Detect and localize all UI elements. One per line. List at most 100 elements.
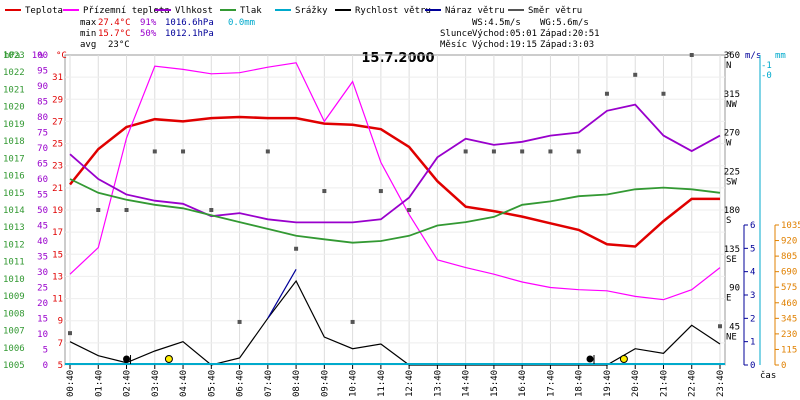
direction-point	[209, 208, 214, 212]
direction-point	[124, 208, 129, 212]
direction-point	[604, 91, 609, 96]
direction-point	[181, 149, 186, 154]
humidity-tick-label: 100	[32, 51, 48, 61]
humidity-tick-label: 0	[43, 361, 48, 371]
info-wind: WS:4.5m/s	[472, 18, 521, 28]
temperature-tick-label: 13	[52, 272, 63, 282]
humidity-tick-label: 45	[37, 222, 48, 232]
radiation-tick-label: 345	[781, 314, 797, 324]
direction-point	[294, 246, 299, 251]
legend-label: Přízemní teplota	[83, 6, 170, 16]
direction-tick-label: 225	[724, 167, 740, 177]
direction-tick-name: S	[726, 216, 731, 226]
rain-tick-label: -1	[761, 61, 772, 71]
legend-label: Tlak	[240, 6, 262, 16]
direction-point	[520, 149, 525, 154]
marker-yellow	[619, 355, 628, 363]
series	[65, 53, 725, 366]
wind-tick-label: 6	[750, 221, 755, 231]
x-tick-label: 10:40	[349, 370, 359, 397]
axes: 00:40 01:40 02:40 03:40 04:40 05:40 06:40 07:40…	[3, 51, 800, 397]
series-line	[69, 115, 720, 248]
pressure-tick-label: 1019	[3, 120, 25, 130]
pressure-tick-label: 1013	[3, 223, 25, 233]
pressure-tick-label: 1007	[3, 327, 25, 337]
stats-max-rain: 0.0mm	[228, 18, 255, 28]
info-moon-label: Měsíc	[440, 40, 467, 50]
humidity-tick-label: 50	[37, 206, 48, 216]
pressure-tick-label: 1008	[3, 309, 25, 319]
temperature-tick-label: 19	[52, 206, 63, 216]
wind-axis-unit: m/s	[745, 51, 761, 61]
temperature-tick-label: 5	[58, 361, 63, 371]
x-tick-label: 15:40	[490, 370, 500, 397]
direction-tick-name: W	[726, 139, 732, 149]
temperature-tick-label: 27	[52, 117, 63, 127]
stats-max-temp: 27.4°C	[98, 18, 131, 28]
series-line	[69, 279, 721, 366]
x-tick-label: 11:40	[377, 370, 387, 397]
humidity-tick-label: 35	[37, 253, 48, 263]
markers	[123, 355, 628, 364]
humidity-tick-label: 15	[37, 315, 48, 325]
legend: Teplota Přízemní teplota Vlhkost Tlak Srážky…	[5, 6, 582, 16]
wind-tick-label: 2	[750, 314, 755, 324]
direction-tick-name: SW	[726, 177, 737, 187]
pressure-tick-label: 1022	[3, 68, 25, 78]
direction-point	[689, 53, 694, 57]
pressure-tick-label: 1006	[3, 344, 25, 354]
wind-tick-label: 1	[750, 338, 755, 348]
radiation-tick-label: 0	[781, 361, 786, 371]
radiation-tick-label: 575	[781, 283, 797, 293]
radiation-tick-label: 115	[781, 345, 797, 355]
direction-point	[378, 189, 383, 194]
x-tick-label: 18:40	[575, 370, 585, 397]
temperature-tick-label: 11	[52, 295, 63, 305]
x-tick-label: 17:40	[546, 370, 556, 397]
stats-max-humidity: 91%	[140, 18, 157, 28]
x-tick-label: 07:40	[264, 370, 274, 397]
x-tick-label: 09:40	[320, 370, 330, 397]
x-tick-label: 22:40	[688, 370, 698, 397]
stats-avg-temp: 23°C	[108, 40, 130, 50]
x-axis-label: čas	[760, 370, 776, 381]
pressure-tick-label: 1018	[3, 137, 25, 147]
x-tick-label: 02:40	[123, 370, 133, 397]
rain-axis-unit: mm	[775, 51, 786, 61]
stats-min-label: min	[80, 29, 96, 39]
info-moonrise: Východ:19:15	[472, 40, 537, 50]
direction-point	[265, 149, 270, 154]
pressure-tick-label: 1020	[3, 103, 25, 113]
legend-label: Rychlost větru	[355, 6, 431, 16]
pressure-tick-label: 1014	[3, 206, 25, 216]
x-tick-label: 06:40	[236, 370, 246, 397]
pressure-tick-label: 1012	[3, 240, 25, 250]
radiation-tick-label: 230	[781, 330, 797, 340]
x-tick-label: 05:40	[207, 370, 217, 397]
x-tick-label: 00:40	[66, 370, 76, 397]
direction-tick-label: 315	[724, 90, 740, 100]
info-sun-label: Slunce	[440, 29, 473, 39]
chart-title: 15.7.2000	[361, 51, 434, 66]
marker-black	[123, 355, 131, 363]
x-tick-label: 16:40	[518, 370, 528, 397]
direction-tick-label: 270	[724, 129, 740, 139]
x-tick-label: 23:40	[716, 370, 726, 397]
radiation-tick-label: 805	[781, 252, 797, 262]
pressure-tick-label: 1017	[3, 154, 25, 164]
stats-max-pressure: 1016.6hPa	[165, 18, 214, 28]
radiation-tick-label: 690	[781, 268, 797, 278]
direction-tick-name: NE	[726, 332, 737, 342]
pressure-tick-label: 1015	[3, 189, 25, 199]
direction-point	[718, 324, 722, 329]
x-tick-label: 19:40	[603, 370, 613, 397]
series-line	[69, 178, 721, 244]
direction-point	[68, 331, 72, 336]
temperature-axis-unit: °C	[56, 51, 67, 61]
x-tick-label: 04:40	[179, 370, 189, 397]
direction-tick-label: 90	[729, 284, 740, 294]
legend-label: Teplota	[25, 6, 63, 16]
direction-point	[491, 149, 496, 154]
humidity-tick-label: 95	[37, 67, 48, 77]
grid	[65, 55, 725, 366]
